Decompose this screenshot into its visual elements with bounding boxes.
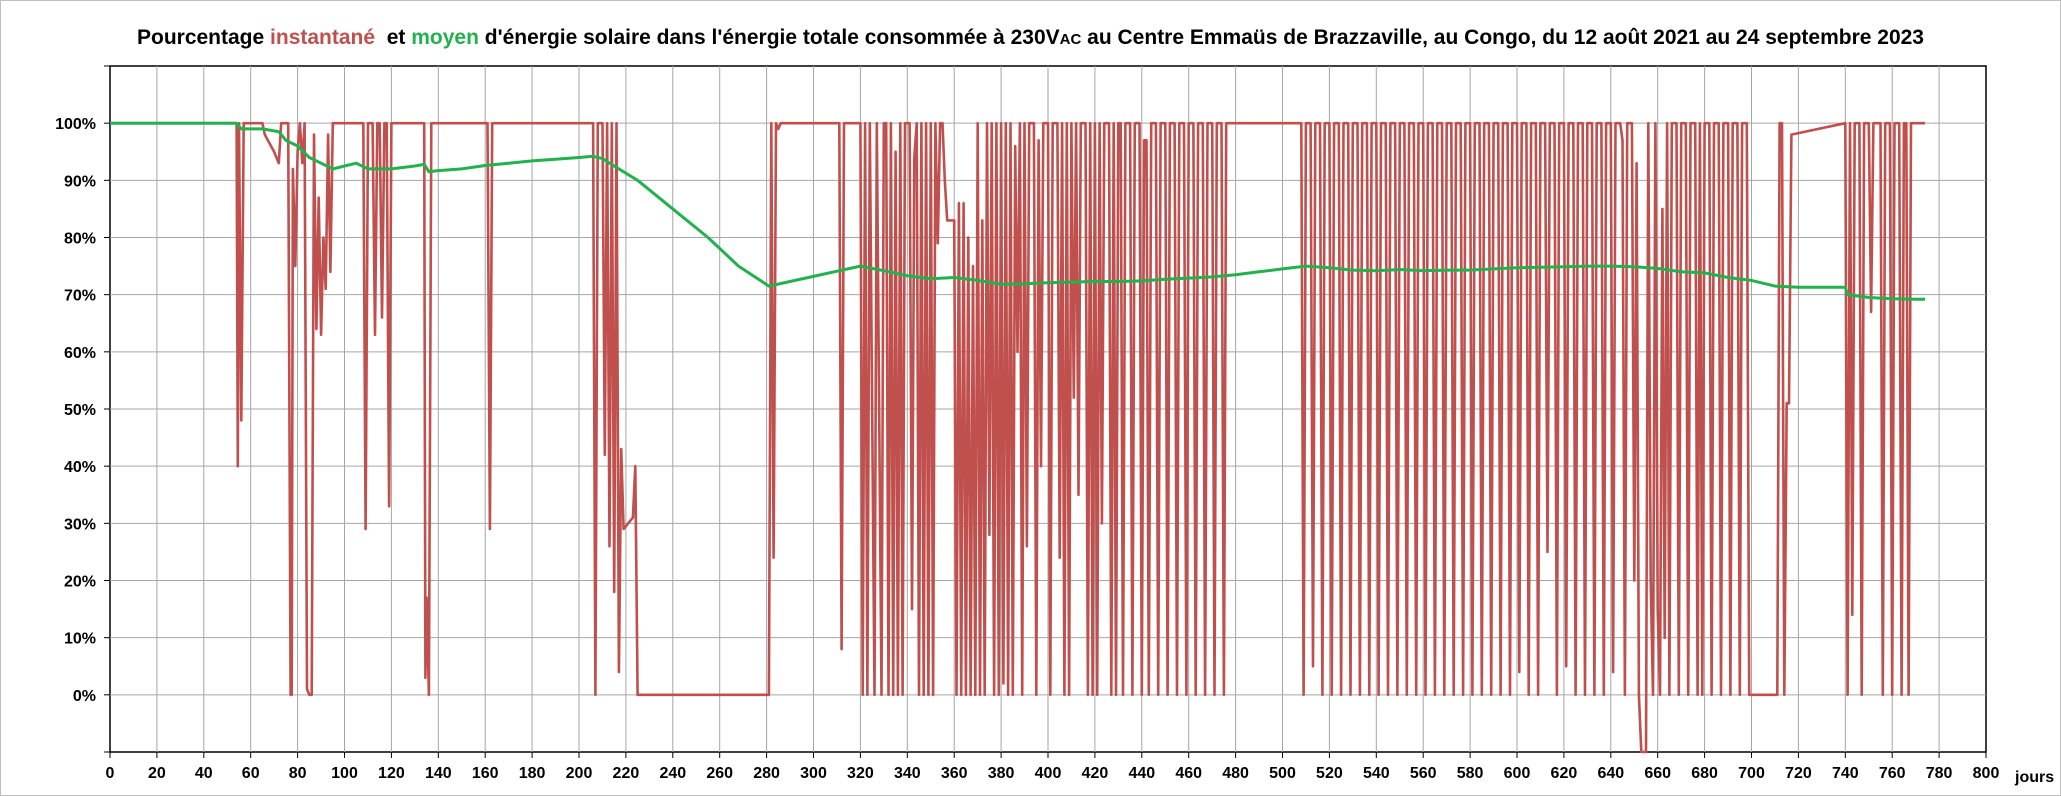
title-part-1: Pourcentage xyxy=(136,26,271,49)
x-tick-label: 600 xyxy=(1504,765,1531,782)
x-tick-label: 740 xyxy=(1832,765,1859,782)
x-tick-label: 60 xyxy=(242,765,260,782)
title-unit-small: AC xyxy=(1059,31,1082,48)
x-tick-label: 380 xyxy=(988,765,1015,782)
x-tick-label: 120 xyxy=(378,765,405,782)
x-tick-label: 660 xyxy=(1644,765,1671,782)
x-tick-label: 100 xyxy=(331,765,358,782)
y-tick-label: 30% xyxy=(64,516,96,533)
x-tick-label: 520 xyxy=(1316,765,1343,782)
x-tick-label: 360 xyxy=(941,765,968,782)
x-tick-label: 540 xyxy=(1363,765,1390,782)
series-line-instant xyxy=(110,121,1925,754)
y-tick-label: 90% xyxy=(64,173,96,190)
x-tick-label: 20 xyxy=(148,765,166,782)
title-part-4: au Centre Emmaüs de Brazzaville, au Cong… xyxy=(1081,26,1924,49)
y-tick-label: 50% xyxy=(64,402,96,419)
chart-title: Pourcentage instantané et moyen d'énergi… xyxy=(0,26,2061,50)
x-tick-label: 400 xyxy=(1035,765,1062,782)
y-tick-label: 40% xyxy=(64,459,96,476)
x-tick-label: 680 xyxy=(1691,765,1718,782)
x-tick-label: 220 xyxy=(613,765,640,782)
title-average-word: moyen xyxy=(411,26,479,49)
y-tick-label: 20% xyxy=(64,574,96,591)
title-part-3: d'énergie solaire dans l'énergie totale … xyxy=(478,26,1060,49)
x-tick-label: 240 xyxy=(659,765,686,782)
x-tick-label: 420 xyxy=(1082,765,1109,782)
title-instant-word: instantané xyxy=(270,26,376,49)
x-tick-label: 700 xyxy=(1738,765,1765,782)
series-layer xyxy=(110,121,1925,754)
x-tick-label: 780 xyxy=(1926,765,1953,782)
series-line-average xyxy=(110,121,1925,301)
x-tick-label: 40 xyxy=(195,765,213,782)
x-tick-label: 480 xyxy=(1222,765,1249,782)
y-tick-label: 100% xyxy=(55,116,96,133)
y-tick-label: 60% xyxy=(64,345,96,362)
x-tick-label: 580 xyxy=(1457,765,1484,782)
x-tick-label: 500 xyxy=(1269,765,1296,782)
title-part-2: et xyxy=(375,26,412,49)
x-tick-label: 440 xyxy=(1128,765,1155,782)
x-tick-label: 560 xyxy=(1410,765,1437,782)
x-tick-label: 640 xyxy=(1597,765,1624,782)
x-tick-label: 140 xyxy=(425,765,452,782)
x-tick-label: 260 xyxy=(706,765,733,782)
x-tick-label: 620 xyxy=(1551,765,1578,782)
x-axis-label: jours xyxy=(2014,769,2054,786)
x-tick-label: 760 xyxy=(1879,765,1906,782)
x-tick-label: 80 xyxy=(289,765,307,782)
y-tick-label: 10% xyxy=(64,631,96,648)
x-tick-label: 280 xyxy=(753,765,780,782)
y-axis: 100% 90% 80% 70% 60% 50% 40% 30% 20% 10% 0% xyxy=(55,65,110,753)
x-tick-label: 160 xyxy=(472,765,499,782)
x-tick-label: 800 xyxy=(1973,765,2000,782)
y-tick-label: 0% xyxy=(73,688,96,705)
x-axis: 0 20 40 60 80 100 120 140 160 180 200 220 240 260 280 3… xyxy=(106,752,2000,782)
x-tick-label: 340 xyxy=(894,765,921,782)
x-tick-label: 320 xyxy=(847,765,874,782)
x-tick-label: 300 xyxy=(800,765,827,782)
x-tick-label: 200 xyxy=(566,765,593,782)
x-tick-label: 720 xyxy=(1785,765,1812,782)
x-tick-label: 180 xyxy=(519,765,546,782)
y-tick-label: 80% xyxy=(64,231,96,248)
y-tick-label: 70% xyxy=(64,288,96,305)
x-tick-label: 0 xyxy=(106,765,115,782)
x-tick-label: 460 xyxy=(1175,765,1202,782)
